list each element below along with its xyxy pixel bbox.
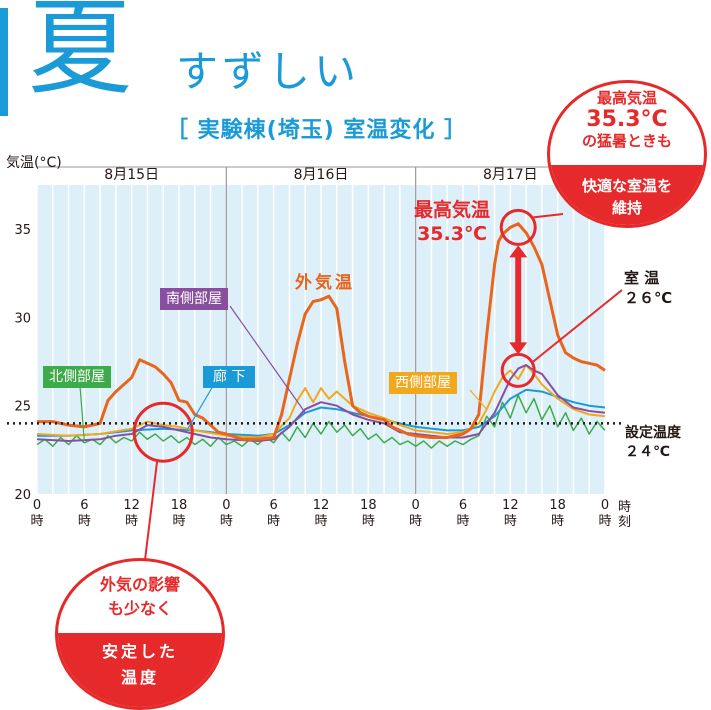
x-tick-label: 0 xyxy=(33,498,41,513)
corridor-label-leader xyxy=(186,385,214,431)
x-tick-unit: 時 xyxy=(551,514,564,529)
date-label: 8月15日 xyxy=(104,167,159,183)
max-temp-annotation: 最高気温 35.3℃ xyxy=(414,198,490,246)
x-tick-unit: 時 xyxy=(456,514,469,529)
season-subtitle: すずしい xyxy=(176,47,361,96)
x-tick-label: 18 xyxy=(171,498,188,513)
x-tick-label: 6 xyxy=(80,498,88,513)
badge-top-line2: 35.3°C xyxy=(586,107,668,132)
x-tick-unit: 時 xyxy=(172,514,185,529)
x-tick-label: 6 xyxy=(270,498,278,513)
west-label-leader xyxy=(469,389,488,410)
x-tick-unit: 時 xyxy=(78,514,91,529)
badge-bottom-line1: 外気の影響 xyxy=(99,575,180,594)
difference-arrow-head-down xyxy=(509,342,528,355)
y-tick-label: 30 xyxy=(14,311,31,326)
x-tick-unit: 時 xyxy=(598,514,611,529)
x-tick-label: 18 xyxy=(549,498,566,513)
x-axis-unit: 時 刻 xyxy=(618,500,631,530)
x-tick-unit: 時 xyxy=(220,514,233,529)
heatwave-badge: 最高気温 35.3°C の猛暑ときも 快適な室温を 維持 xyxy=(547,80,707,228)
accent-bar xyxy=(0,8,8,116)
date-label: 8月16日 xyxy=(294,167,349,183)
badge-leader-line xyxy=(533,213,564,219)
badge-top-line1: 最高気温 xyxy=(596,89,657,107)
outside-temp-label: 外気温 xyxy=(295,273,355,293)
max-temp-circle xyxy=(499,208,537,246)
y-axis-label: 気温(°C) xyxy=(6,155,62,171)
x-tick-label: 12 xyxy=(313,498,330,513)
date-label: 8月17日 xyxy=(483,167,538,183)
room-temp-annotation: 室 温 ２６℃ xyxy=(624,268,672,308)
badge-bottom-bottom1: 安定した xyxy=(101,642,178,661)
series-line-外気温 xyxy=(37,222,606,441)
y-tick-label: 25 xyxy=(14,400,31,415)
chart-title: ［ 実験棟(埼玉) 室温変化 ］ xyxy=(166,118,468,143)
stability-badge: 外気の影響 も少なく 安定した 温度 xyxy=(55,558,225,710)
badge-bottom-bottom2: 温度 xyxy=(120,668,159,687)
y-tick-label: 20 xyxy=(14,488,31,503)
setpoint-title: 設定温度 xyxy=(625,425,681,441)
setpoint-value: ２４℃ xyxy=(625,444,670,460)
x-tick-unit: 時 xyxy=(409,514,422,529)
badge-top-bottom1: 快適な室温を xyxy=(581,177,672,195)
x-axis-unit-line2: 刻 xyxy=(618,515,632,530)
x-tick-label: 12 xyxy=(123,498,140,513)
x-tick-unit: 時 xyxy=(30,514,43,529)
badge-top-line3: の猛暑ときも xyxy=(581,132,672,150)
y-tick-label: 35 xyxy=(14,223,31,238)
x-tick-label: 0 xyxy=(412,498,420,513)
x-axis-unit-line1: 時 xyxy=(618,500,632,515)
x-tick-unit: 時 xyxy=(504,514,517,529)
south-label-leader xyxy=(229,305,306,414)
x-tick-label: 18 xyxy=(360,498,377,513)
room-temp-title: 室 温 xyxy=(624,269,660,287)
difference-arrow-head-up xyxy=(509,245,528,258)
x-tick-label: 0 xyxy=(222,498,230,513)
corridor-label: 廊 下 xyxy=(203,366,256,388)
setpoint-annotation: 設定温度 ２４℃ xyxy=(625,424,681,462)
series-line-南側部屋 xyxy=(36,364,606,442)
badge-bottom-line2: も少なく xyxy=(107,599,172,618)
north-label-leader xyxy=(79,385,85,442)
max-temp-title: 最高気温 xyxy=(414,199,491,221)
north-room-label: 北側部屋 xyxy=(43,366,111,388)
series-line-北側部屋 xyxy=(36,394,606,449)
season-title: 夏 xyxy=(28,0,133,109)
room-temp-value: ２６℃ xyxy=(624,289,673,307)
west-room-label: 西側部屋 xyxy=(389,372,457,394)
room-temp-leader-line xyxy=(531,289,623,364)
x-tick-unit: 時 xyxy=(314,514,327,529)
x-tick-unit: 時 xyxy=(125,514,138,529)
x-tick-unit: 時 xyxy=(362,514,375,529)
stable-area-circle xyxy=(132,401,194,463)
stable-leader-line xyxy=(144,460,159,561)
series-line-西側部屋 xyxy=(36,364,606,439)
x-tick-unit: 時 xyxy=(267,514,280,529)
x-tick-label: 12 xyxy=(502,498,519,513)
badge-top-bottom2: 維持 xyxy=(611,199,642,217)
x-tick-label: 0 xyxy=(601,498,609,513)
south-room-label: 南側部屋 xyxy=(160,288,228,310)
x-tick-label: 6 xyxy=(459,498,467,513)
max-temp-value: 35.3℃ xyxy=(417,223,487,245)
